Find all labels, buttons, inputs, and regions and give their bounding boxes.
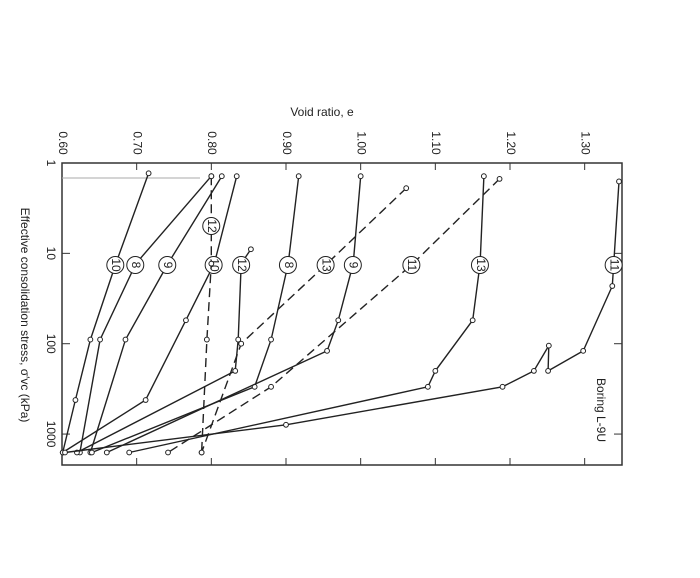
data-point [198, 449, 205, 456]
curve-label-circle [232, 256, 251, 274]
data-point [122, 336, 129, 343]
data-point [218, 173, 225, 180]
curve-label: 9 [161, 262, 175, 269]
y-tick-label: 1.10 [429, 131, 443, 155]
data-point [580, 347, 587, 354]
data-point [268, 383, 274, 390]
data-point [72, 397, 79, 403]
curve-label: 10 [109, 258, 123, 272]
data-point [480, 173, 487, 180]
curve-label-circle [604, 256, 623, 274]
curve [200, 187, 407, 453]
data-point [233, 173, 240, 180]
data-point [97, 336, 103, 343]
data-point [609, 283, 616, 289]
data-point [145, 170, 152, 177]
data-point [545, 342, 552, 349]
data-point [496, 176, 503, 182]
data-point [126, 449, 133, 456]
y-tick-label: 1.00 [354, 131, 368, 155]
curve-label-circle [202, 217, 221, 235]
curve-label: 11 [405, 259, 419, 272]
curve-label: 12 [235, 258, 249, 272]
data-point [357, 173, 364, 180]
chart-title: Void ratio, e [290, 105, 354, 119]
curve [89, 175, 223, 453]
y-tick-label: 0.70 [130, 131, 144, 155]
data-point [295, 173, 302, 180]
curve-label-circle [278, 256, 297, 274]
curve-label-circle [126, 256, 145, 274]
data-point [87, 336, 94, 343]
curve-label: 8 [129, 262, 143, 269]
curve-label: 9 [347, 262, 361, 269]
data-point [103, 449, 110, 456]
y-tick-label: 1.30 [578, 131, 592, 155]
y-tick-label: 0.60 [56, 131, 70, 155]
data-point [142, 397, 149, 403]
data-point [469, 317, 476, 324]
data-point [403, 185, 410, 192]
data-point [235, 336, 242, 343]
data-point [248, 246, 254, 253]
data-point [165, 449, 171, 456]
data-point [424, 383, 431, 390]
data-point [232, 368, 239, 374]
curve-label-circle [470, 256, 489, 274]
x-tick-label: 10 [44, 247, 58, 261]
curve-label: 12 [205, 219, 219, 233]
data-point [616, 178, 622, 185]
curve-label-circle [158, 256, 177, 274]
data-point [268, 336, 274, 343]
curve [62, 173, 150, 453]
data-point [183, 317, 189, 324]
curve-label: 8 [282, 262, 296, 269]
curve-label-circle [343, 256, 362, 274]
curve-label-circle [106, 256, 125, 274]
data-point [88, 449, 95, 456]
x-tick-label: 1000 [44, 421, 58, 448]
y-tick-label: 0.90 [280, 131, 294, 155]
data-point [238, 340, 245, 347]
data-point [283, 421, 289, 428]
curve-label-circle [316, 256, 335, 274]
data-point [499, 383, 506, 390]
data-point [62, 449, 68, 456]
data-point [324, 347, 330, 354]
curve [79, 175, 212, 453]
data-point [208, 173, 215, 180]
curve-label: 11 [607, 259, 621, 272]
curve-label-circle [402, 256, 421, 274]
data-point [545, 368, 551, 374]
data-point [530, 368, 537, 374]
data-point [208, 260, 215, 267]
curve [167, 178, 500, 454]
curve-label: 13 [474, 258, 488, 272]
x-tick-label: 100 [44, 334, 58, 354]
curve [76, 248, 252, 454]
curve [64, 181, 620, 454]
y-tick-label: 0.80 [205, 131, 219, 155]
y-tick-label: 1.20 [504, 131, 518, 155]
plot-frame [61, 162, 623, 466]
data-point [335, 317, 342, 324]
curve [129, 176, 485, 454]
annotation: Boring L-9U [594, 378, 608, 442]
data-point [432, 368, 439, 374]
data-point [203, 336, 210, 343]
x-tick-label: 1 [44, 160, 58, 167]
x-axis-title: Effective consolidation stress, σ′vc (kP… [18, 208, 32, 423]
curve-label: 13 [319, 258, 333, 272]
